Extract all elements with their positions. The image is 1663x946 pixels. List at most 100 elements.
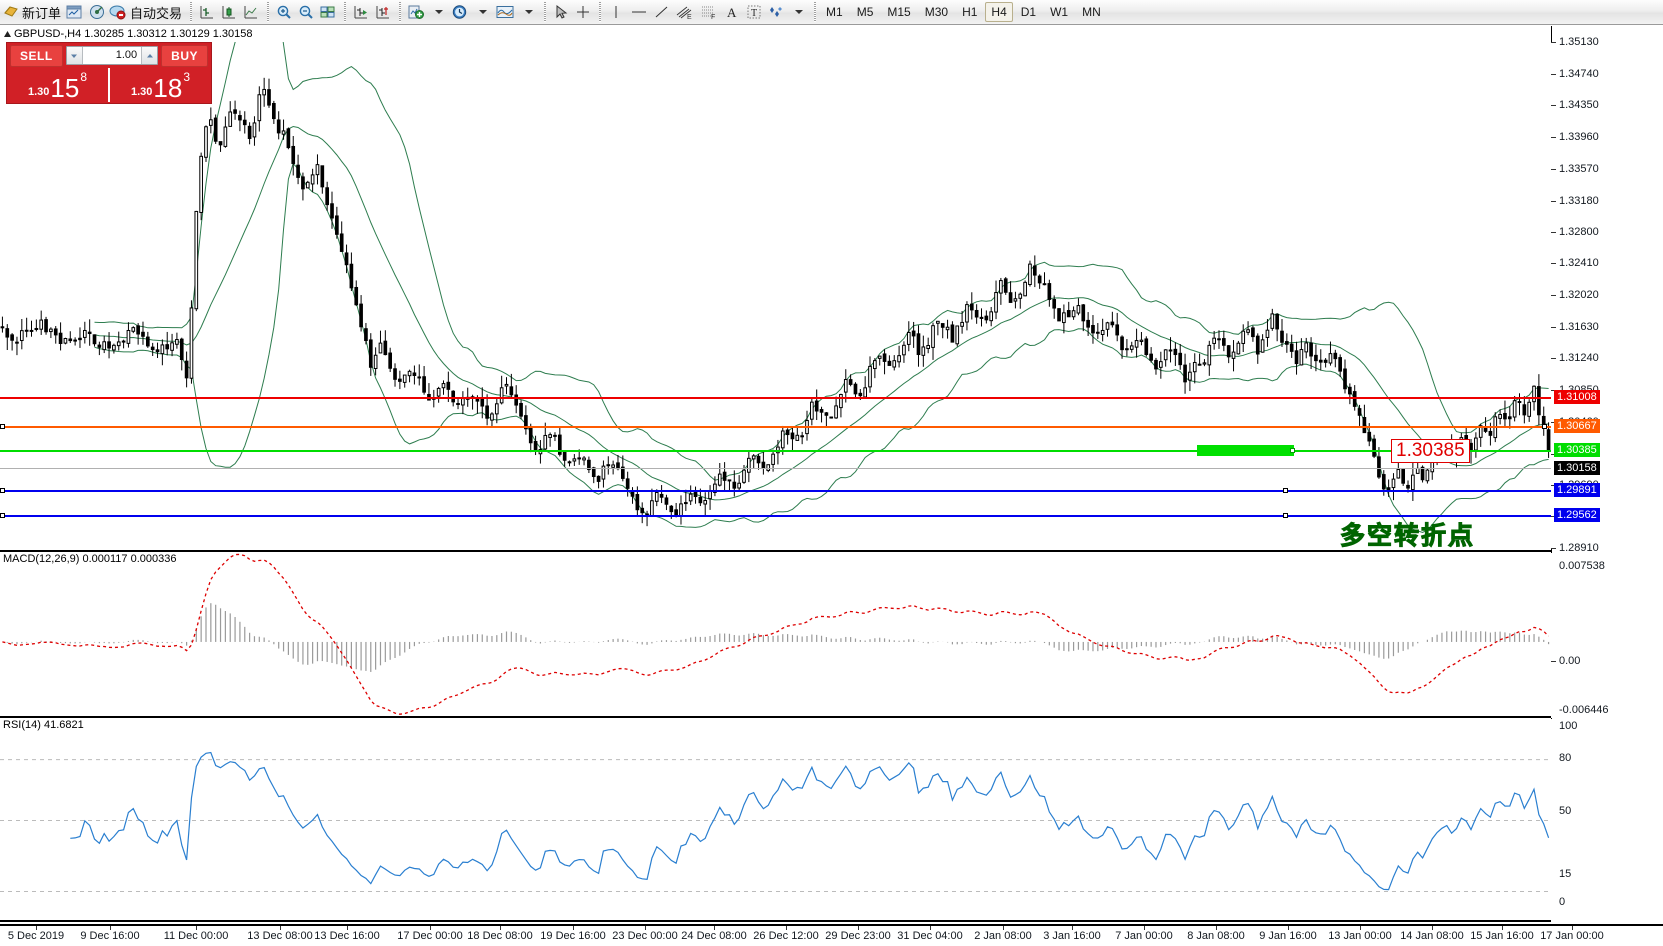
timeframe-m1[interactable]: M1 bbox=[826, 5, 843, 19]
candlestick-chart-button[interactable] bbox=[218, 1, 240, 23]
timeframe-h1[interactable]: H1 bbox=[962, 5, 978, 19]
timeframe-m5[interactable]: M5 bbox=[856, 5, 874, 19]
new-order-button[interactable]: 新订单 bbox=[2, 1, 64, 23]
signals-button[interactable] bbox=[86, 1, 108, 23]
sell-button[interactable]: SELL bbox=[10, 44, 63, 67]
volume-decrease-button[interactable] bbox=[66, 47, 83, 64]
rsi-axis-label: 100 bbox=[1559, 720, 1578, 732]
zoom-in-icon bbox=[277, 5, 291, 19]
zoom-out-button[interactable] bbox=[295, 1, 317, 23]
chevron-down-icon bbox=[479, 10, 488, 14]
one-click-trading-panel[interactable]: SELL 1.00 BUY 1.30 15 8 1.30 18 3 bbox=[6, 42, 212, 104]
text-label-button[interactable]: T bbox=[743, 1, 765, 23]
bar-chart-button[interactable] bbox=[196, 1, 218, 23]
periods-button[interactable] bbox=[449, 1, 471, 23]
timeframe-mn[interactable]: MN bbox=[1082, 5, 1101, 19]
toolbar-separator bbox=[596, 2, 604, 22]
ask-quote[interactable]: 1.30 18 3 bbox=[108, 68, 211, 102]
time-tick bbox=[1216, 926, 1217, 930]
shapes-dropdown[interactable] bbox=[787, 1, 809, 23]
periods-dropdown[interactable] bbox=[471, 1, 493, 23]
templates-button[interactable] bbox=[493, 1, 517, 23]
time-axis[interactable]: 5 Dec 2019 9 Dec 16:00 11 Dec 00:00 13 Dec … bbox=[0, 924, 1663, 946]
time-tick bbox=[1072, 926, 1073, 930]
timeframe-group: M1 M5 M15 M30 H1 H4 D1 W1 MN bbox=[820, 2, 1107, 22]
cursor-button[interactable] bbox=[550, 1, 572, 23]
support-line-129891[interactable] bbox=[0, 490, 1551, 492]
fibonacci-button[interactable]: F bbox=[697, 1, 721, 23]
tile-windows-button[interactable] bbox=[317, 1, 339, 23]
price-level-box-resistance[interactable]: 1.31008 bbox=[1554, 390, 1600, 404]
templates-dropdown[interactable] bbox=[517, 1, 539, 23]
bid-quote[interactable]: 1.30 15 8 bbox=[7, 68, 108, 102]
macd-canvas bbox=[2, 553, 1550, 715]
volume-stepper[interactable]: 1.00 bbox=[65, 46, 159, 65]
collapse-triangle-icon[interactable] bbox=[3, 30, 12, 38]
pivot-line-130385[interactable] bbox=[0, 450, 1551, 452]
price-tick bbox=[1551, 326, 1556, 328]
timeframe-d1[interactable]: D1 bbox=[1020, 5, 1037, 19]
support-line-129562[interactable] bbox=[0, 515, 1551, 517]
svg-text:T: T bbox=[751, 8, 757, 19]
line-handle[interactable] bbox=[1542, 424, 1547, 429]
timeframe-h4[interactable]: H4 bbox=[985, 2, 1013, 22]
price-chart-canvas bbox=[0, 42, 1551, 534]
time-tick bbox=[1360, 926, 1361, 930]
line-handle[interactable] bbox=[1290, 448, 1295, 453]
text-button[interactable]: A bbox=[721, 1, 743, 23]
line-handle[interactable] bbox=[0, 424, 5, 429]
timeframe-w1[interactable]: W1 bbox=[1050, 5, 1069, 19]
time-axis-label: 13 Jan 00:00 bbox=[1328, 930, 1392, 942]
occ-quotes-row: 1.30 15 8 1.30 18 3 bbox=[7, 68, 211, 102]
horizontal-line-button[interactable] bbox=[627, 1, 651, 23]
crosshair-button[interactable] bbox=[572, 1, 594, 23]
pivot-zone-highlight[interactable] bbox=[1197, 445, 1294, 456]
autotrading-button[interactable]: 自动交易 bbox=[108, 1, 185, 23]
line-handle[interactable] bbox=[0, 513, 5, 518]
price-tick bbox=[1551, 168, 1556, 170]
timeframe-m30[interactable]: M30 bbox=[924, 5, 949, 19]
resistance-line-130667[interactable] bbox=[0, 426, 1551, 428]
shapes-button[interactable] bbox=[765, 1, 787, 23]
line-handle[interactable] bbox=[0, 488, 5, 493]
price-level-box-last-price[interactable]: 1.30158 bbox=[1554, 461, 1600, 475]
timeframe-m15[interactable]: M15 bbox=[887, 5, 911, 19]
price-tick bbox=[1551, 358, 1556, 360]
time-axis-label: 13 Dec 16:00 bbox=[314, 930, 380, 942]
price-level-box-support[interactable]: 1.29891 bbox=[1554, 483, 1600, 497]
chart-window-button[interactable] bbox=[64, 1, 86, 23]
indicators-button[interactable] bbox=[405, 1, 427, 23]
price-tick bbox=[1551, 453, 1556, 455]
chevron-up-icon bbox=[146, 53, 153, 57]
price-level-box-support[interactable]: 1.29562 bbox=[1554, 508, 1600, 522]
zoom-in-button[interactable] bbox=[273, 1, 295, 23]
buy-button[interactable]: BUY bbox=[161, 44, 208, 67]
chart-area[interactable]: GBPUSD-,H4 1.30285 1.30312 1.30129 1.301… bbox=[0, 26, 1663, 946]
chart-shift-button[interactable] bbox=[372, 1, 394, 23]
price-pane[interactable] bbox=[0, 42, 1663, 548]
time-tick bbox=[786, 926, 787, 930]
text-icon: A bbox=[727, 5, 737, 20]
volume-value[interactable]: 1.00 bbox=[115, 49, 138, 61]
price-level-box-pivot[interactable]: 1.30385 bbox=[1554, 443, 1600, 457]
line-handle[interactable] bbox=[1283, 513, 1288, 518]
chart-symbol-header: GBPUSD-,H4 1.30285 1.30312 1.30129 1.301… bbox=[14, 28, 253, 40]
price-axis-label: 1.33570 bbox=[1559, 162, 1599, 175]
indicators-dropdown[interactable] bbox=[427, 1, 449, 23]
price-level-box-resistance[interactable]: 1.30667 bbox=[1554, 419, 1600, 433]
macd-pane[interactable] bbox=[0, 553, 1663, 718]
trendline-button[interactable] bbox=[651, 1, 673, 23]
auto-scroll-button[interactable] bbox=[350, 1, 372, 23]
ask-sup: 3 bbox=[183, 70, 191, 84]
price-axis-label: 1.33180 bbox=[1559, 194, 1599, 207]
line-handle[interactable] bbox=[1283, 488, 1288, 493]
resistance-line-131008[interactable] bbox=[0, 397, 1551, 399]
rsi-pane[interactable] bbox=[0, 719, 1663, 922]
vertical-line-button[interactable] bbox=[605, 1, 627, 23]
line-chart-button[interactable] bbox=[240, 1, 262, 23]
equidistant-channel-button[interactable]: E bbox=[673, 1, 697, 23]
time-axis-label: 9 Jan 16:00 bbox=[1259, 930, 1317, 942]
macd-axis-label: 0.007538 bbox=[1559, 560, 1605, 572]
volume-increase-button[interactable] bbox=[141, 47, 158, 64]
chart-annotation-text[interactable]: 多空转折点 bbox=[1339, 522, 1476, 551]
